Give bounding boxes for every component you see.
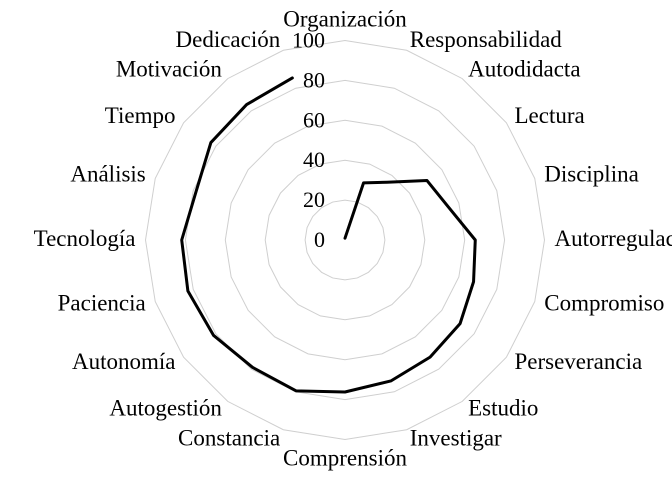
svg-text:Autorregulación: Autorregulación <box>555 226 672 251</box>
svg-text:Lectura: Lectura <box>514 103 584 128</box>
svg-text:Tecnología: Tecnología <box>34 226 136 251</box>
svg-text:Constancia: Constancia <box>178 425 280 450</box>
svg-text:Motivación: Motivación <box>116 57 223 82</box>
svg-text:Autonomía: Autonomía <box>72 349 176 374</box>
svg-text:Autogestión: Autogestión <box>109 395 222 420</box>
svg-text:40: 40 <box>303 147 325 172</box>
svg-text:80: 80 <box>303 67 325 92</box>
svg-text:Perseverancia: Perseverancia <box>514 349 642 374</box>
svg-text:20: 20 <box>303 187 325 212</box>
svg-text:100: 100 <box>292 28 325 53</box>
svg-text:Comprensión: Comprensión <box>283 446 407 471</box>
svg-text:Autodidacta: Autodidacta <box>468 57 580 82</box>
svg-text:0: 0 <box>314 227 325 252</box>
svg-text:Responsabilidad: Responsabilidad <box>410 27 563 52</box>
svg-text:Tiempo: Tiempo <box>105 103 176 128</box>
svg-text:Investigar: Investigar <box>410 425 502 450</box>
svg-text:Paciencia: Paciencia <box>58 291 146 316</box>
svg-text:Estudio: Estudio <box>468 395 538 420</box>
svg-text:60: 60 <box>303 107 325 132</box>
svg-text:Análisis: Análisis <box>70 161 145 186</box>
svg-text:Disciplina: Disciplina <box>544 161 639 186</box>
svg-text:Compromiso: Compromiso <box>544 291 664 316</box>
svg-text:Dedicación: Dedicación <box>176 27 281 52</box>
